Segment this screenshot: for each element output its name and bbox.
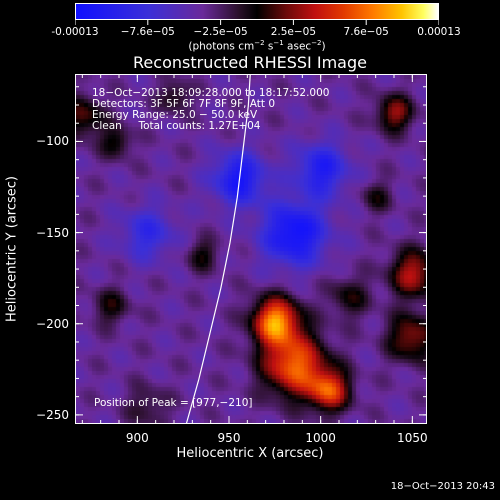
x-axis-label: Heliocentric X (arcsec) [176, 446, 324, 461]
x-tick-label: 900 [125, 431, 149, 445]
colorbar-tick-label: −7.6e−05 [120, 26, 175, 38]
colorbar-tick-label: −2.5e−05 [193, 26, 248, 38]
solar-limb-overlay [185, 75, 251, 423]
peak-position-text: Position of Peak = [977,−210] [94, 397, 253, 409]
x-tick-label: 950 [217, 431, 241, 445]
x-tick-label: 1000 [305, 431, 336, 445]
energy-range-text: Energy Range: 25.0 − 50.0 keV [92, 109, 258, 121]
colorbar-ticks [75, 20, 439, 25]
y-tick-label: −150 [36, 225, 69, 240]
detectors-text: Detectors: 3F 5F 6F 7F 8F 9F, Att 0 [92, 98, 276, 110]
y-tick-label: −200 [36, 316, 69, 331]
heatmap-image [76, 75, 426, 423]
x-tick-label: 1050 [397, 431, 428, 445]
y-tick-label: −250 [36, 407, 69, 422]
colorbar-tick-label: 2.5e−05 [270, 26, 317, 38]
solar-limb-line [185, 75, 251, 423]
colorbar-tick-label: 7.6e−05 [343, 26, 389, 38]
colorbar [75, 3, 439, 20]
clean-counts-text: Clean Total counts: 1.27E+04 [92, 120, 261, 132]
y-axis-label: Heliocentric Y (arcsec) [4, 176, 20, 322]
colorbar-tick-label: 0.00013 [417, 26, 461, 38]
colorbar-tick-label: -0.00013 [51, 26, 99, 38]
timestamp: 18−Oct−2013 20:43 [390, 481, 495, 492]
y-tick-label: −100 [36, 134, 69, 149]
time-range-text: 18−Oct−2013 18:09:28.000 to 18:17:52.000 [92, 87, 330, 99]
chart-title: Reconstructed RHESSI Image [133, 53, 367, 72]
plot-area: 18−Oct−2013 18:09:28.000 to 18:17:52.000… [75, 74, 427, 424]
colorbar-units: (photons cm−2 s−1 asec−2) [188, 39, 326, 53]
